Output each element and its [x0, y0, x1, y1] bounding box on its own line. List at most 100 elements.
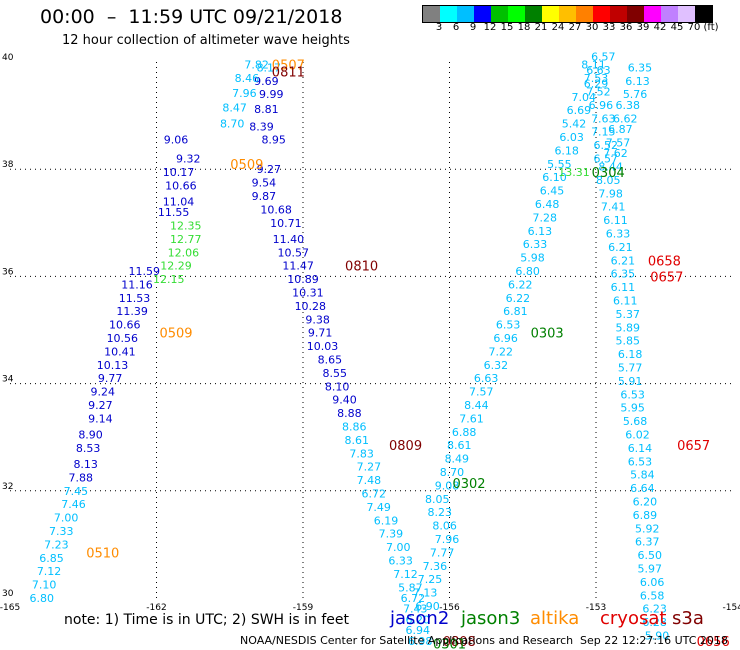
swh-value-label: 8.17 [257, 61, 282, 74]
swh-value-label: 8.49 [445, 453, 470, 466]
swh-value-label: 6.64 [630, 482, 655, 495]
swh-value-label: 7.62 [603, 147, 628, 160]
swh-value-label: 6.48 [535, 198, 560, 211]
swh-value-label: 6.32 [484, 359, 509, 372]
swh-value-label: 7.96 [435, 533, 460, 546]
y-tick-label: 38 [2, 160, 14, 170]
color-swatch [576, 6, 593, 22]
satellite-legend-s3a: s3a [672, 608, 704, 629]
swh-value-label: 8.86 [342, 420, 367, 433]
swh-value-label: 7.96 [232, 87, 257, 100]
color-legend-label: 45 [670, 22, 684, 33]
swh-value-label: 10.68 [260, 203, 292, 216]
pass-time-label: 0808 [443, 635, 476, 650]
swh-value-label: 6.14 [628, 442, 653, 455]
swh-value-label: 8.47 [222, 102, 247, 115]
swh-value-label: 8.70 [220, 118, 245, 131]
swh-value-label: 6.18 [618, 348, 643, 361]
swh-value-label: 10.03 [307, 340, 339, 353]
color-legend-label: 3 [435, 22, 443, 33]
color-legend-label: 36 [619, 22, 633, 33]
y-tick-label: 32 [2, 482, 13, 492]
swh-value-label: 6.11 [613, 295, 638, 308]
swh-value-label: 9.54 [252, 177, 277, 190]
swh-value-label: 8.53 [76, 442, 101, 455]
swh-value-label: 6.53 [620, 388, 645, 401]
swh-value-label: 10.57 [277, 246, 309, 259]
swh-value-label: 6.13 [625, 75, 650, 88]
swh-value-label: 11.39 [116, 305, 148, 318]
swh-value-label: 5.85 [615, 335, 640, 348]
swh-value-label: 11.04 [163, 195, 195, 208]
swh-value-label: 11.59 [129, 265, 161, 278]
x-tick-label: -165 [0, 603, 20, 613]
swh-value-label: 10.17 [163, 166, 195, 179]
swh-value-label: 9.69 [254, 75, 279, 88]
swh-value-label: 6.58 [640, 589, 665, 602]
swh-value-label: 8.61 [447, 439, 472, 452]
swh-value-label: 11.40 [273, 233, 305, 246]
swh-value-label: 9.27 [257, 163, 282, 176]
pass-time-label: 0302 [452, 477, 485, 492]
swh-value-label: 12.29 [160, 260, 192, 273]
swh-value-label: 9.08 [435, 479, 460, 492]
x-tick-label: -156 [439, 603, 460, 613]
swh-value-label: 6.19 [374, 514, 399, 527]
swh-value-label: 8.10 [325, 380, 350, 393]
swh-value-label: 5.91 [618, 375, 643, 388]
color-legend-bar [422, 5, 713, 23]
swh-value-label: 8.46 [235, 72, 260, 85]
color-swatch [695, 6, 712, 22]
swh-value-label: 7.15 [591, 126, 616, 139]
x-tick-label: -153 [586, 603, 606, 613]
footer-credit: NOAA/NESDIS Center for Satellite Applica… [240, 634, 574, 647]
swh-value-label: 5.84 [630, 469, 655, 482]
swh-value-label: 6.13 [528, 225, 553, 238]
swh-value-label: 5.98 [520, 252, 545, 265]
color-legend-label: 70 [687, 22, 701, 33]
swh-value-label: 7.49 [366, 501, 391, 514]
swh-value-label: 5.42 [562, 118, 587, 131]
swh-value-label: 7.39 [379, 528, 404, 541]
swh-value-label: 7.13 [413, 587, 438, 600]
color-swatch [593, 6, 610, 22]
swh-value-label: 5.95 [620, 402, 645, 415]
swh-value-label: 7.88 [69, 471, 94, 484]
color-swatch [559, 6, 576, 22]
swh-value-label: 6.38 [615, 99, 640, 112]
swh-value-label: 6.72 [362, 487, 387, 500]
swh-value-label: 6.89 [633, 509, 658, 522]
pass-time-label: 0657 [677, 439, 710, 454]
pass-time-label: 0507 [272, 59, 305, 74]
swh-value-label: 7.57 [606, 136, 631, 149]
swh-value-label: 12.15 [153, 273, 185, 286]
color-legend-label: 6 [452, 22, 460, 33]
swh-value-label: 8.05 [596, 174, 621, 187]
swh-value-label: 8.06 [432, 520, 457, 533]
swh-value-label: 6.28 [642, 616, 667, 629]
swh-value-label: 6.22 [506, 292, 531, 305]
color-swatch [457, 6, 474, 22]
y-tick-label: 40 [2, 53, 14, 63]
swh-value-label: 7.23 [44, 538, 69, 551]
swh-value-label: 5.55 [547, 158, 572, 171]
pass-time-label: 0657 [650, 270, 683, 285]
swh-value-label: 8.44 [598, 161, 623, 174]
color-legend-label: (ft) [703, 22, 719, 33]
swh-value-label: 6.52 [594, 139, 619, 152]
swh-value-label: 7.43 [403, 603, 428, 616]
swh-value-label: 7.12 [393, 568, 418, 581]
swh-value-label: 6.33 [606, 228, 631, 241]
swh-value-label: 8.44 [464, 399, 489, 412]
swh-value-label: 10.56 [107, 332, 139, 345]
swh-value-label: 10.41 [104, 345, 136, 358]
swh-value-label: 9.14 [88, 412, 113, 425]
swh-value-label: 6.35 [611, 268, 636, 281]
swh-value-label: 12.06 [168, 246, 200, 259]
swh-value-label: 6.33 [388, 554, 413, 567]
swh-value-label: 5.87 [398, 581, 423, 594]
y-tick-label: 34 [2, 375, 14, 385]
swh-value-label: 7.57 [469, 386, 494, 399]
swh-value-label: 6.90 [415, 600, 440, 613]
swh-value-label: 6.20 [406, 613, 431, 626]
